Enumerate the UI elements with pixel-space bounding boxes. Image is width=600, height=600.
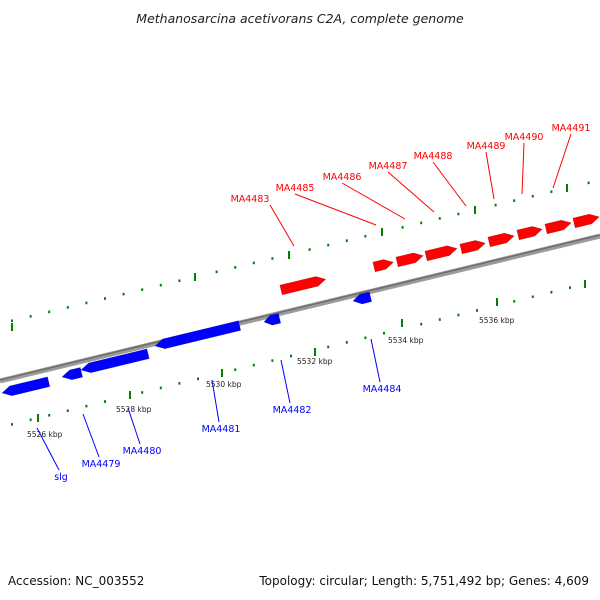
- forward-leader-line: [387, 171, 435, 213]
- forward-gene-arrow[interactable]: [459, 238, 487, 255]
- reverse-leader-line: [82, 413, 100, 458]
- reverse-gene-label[interactable]: MA4481: [202, 424, 241, 435]
- forward-leader-line: [485, 151, 495, 200]
- forward-gene-label[interactable]: MA4486: [323, 172, 362, 183]
- topology-summary: Topology: circular; Length: 5,751,492 bp…: [259, 574, 589, 588]
- map-title: Methanosarcina acetivorans C2A, complete…: [136, 11, 464, 26]
- scale-label: 5526 kbp: [27, 430, 63, 439]
- forward-gene-label[interactable]: MA4489: [467, 141, 506, 152]
- scale-label: 5532 kbp: [297, 357, 333, 366]
- reverse-leader-line: [127, 407, 141, 445]
- forward-gene-arrow[interactable]: [424, 244, 458, 262]
- reverse-gene-label[interactable]: MA4479: [82, 459, 121, 470]
- reverse-gene-label[interactable]: slg: [54, 472, 68, 483]
- top-tick-track: [11, 181, 590, 331]
- label-leader-lines: [36, 133, 572, 471]
- forward-gene-arrow[interactable]: [516, 224, 544, 241]
- forward-gene-label[interactable]: MA4485: [276, 183, 315, 194]
- gene-labels: MA4483MA4485MA4486MA4487MA4488MA4489MA44…: [54, 123, 590, 483]
- reverse-leader-line: [370, 338, 381, 383]
- accession-text: Accession: NC_003552: [8, 574, 145, 588]
- forward-gene-arrow[interactable]: [544, 218, 573, 235]
- reverse-gene-label[interactable]: MA4480: [123, 446, 162, 457]
- forward-leader-line: [432, 161, 467, 207]
- reverse-gene-arrow[interactable]: [1, 376, 51, 398]
- reverse-leader-line: [211, 379, 220, 423]
- forward-leader-line: [552, 133, 572, 189]
- forward-strand-genes: [279, 212, 600, 296]
- reverse-gene-arrow[interactable]: [80, 348, 150, 375]
- reverse-gene-label[interactable]: MA4484: [363, 384, 402, 395]
- scale-label: 5536 kbp: [479, 316, 515, 325]
- reverse-strand-genes: [1, 291, 373, 398]
- reverse-gene-arrow[interactable]: [154, 320, 242, 351]
- forward-gene-label[interactable]: MA4488: [414, 151, 453, 162]
- reverse-gene-label[interactable]: MA4482: [273, 405, 312, 416]
- scale-label: 5528 kbp: [116, 405, 152, 414]
- scale-labels: 5526 kbp 5528 kbp 5530 kbp 5532 kbp 5534 kbp…: [27, 316, 515, 439]
- forward-gene-arrow[interactable]: [395, 251, 425, 268]
- scale-label: 5530 kbp: [206, 380, 242, 389]
- forward-gene-label[interactable]: MA4487: [369, 161, 408, 172]
- forward-gene-label[interactable]: MA4491: [552, 123, 591, 134]
- bottom-tick-track: [11, 280, 586, 426]
- scale-label: 5534 kbp: [388, 336, 424, 345]
- reverse-gene-arrow[interactable]: [61, 367, 83, 381]
- reverse-leader-line: [36, 427, 60, 471]
- forward-gene-label[interactable]: MA4483: [231, 194, 270, 205]
- forward-gene-arrow[interactable]: [279, 274, 327, 296]
- reverse-gene-arrow[interactable]: [352, 291, 373, 306]
- reverse-leader-line: [280, 359, 291, 404]
- forward-gene-arrow[interactable]: [572, 212, 600, 229]
- forward-leader-line: [341, 182, 406, 220]
- forward-leader-line: [269, 204, 295, 247]
- forward-gene-arrow[interactable]: [372, 257, 395, 273]
- forward-gene-arrow[interactable]: [487, 231, 516, 248]
- forward-gene-label[interactable]: MA4490: [505, 132, 544, 143]
- reverse-gene-arrow[interactable]: [263, 313, 282, 326]
- forward-leader-line: [294, 193, 377, 226]
- genome-backbone: [0, 233, 600, 384]
- forward-leader-line: [521, 142, 525, 195]
